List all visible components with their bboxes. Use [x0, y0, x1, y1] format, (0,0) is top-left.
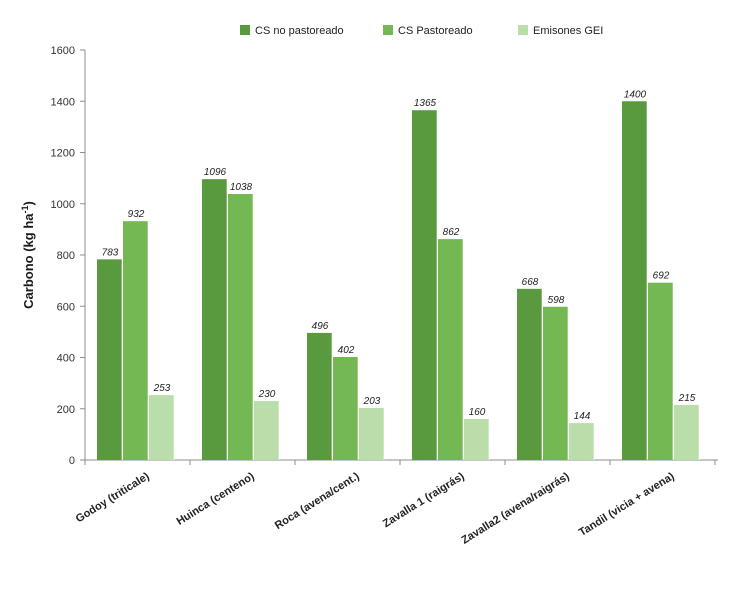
y-tick-label: 1200 — [51, 148, 75, 160]
bar — [517, 288, 542, 460]
data-label: 668 — [522, 277, 539, 288]
bar — [412, 110, 437, 460]
data-label: 402 — [338, 345, 355, 356]
bar — [648, 282, 673, 460]
bar — [359, 407, 384, 460]
data-label: 598 — [548, 295, 565, 306]
data-label: 862 — [443, 227, 460, 238]
data-label: 692 — [653, 271, 670, 282]
bar — [569, 423, 594, 460]
legend-swatch — [240, 25, 250, 35]
data-label: 144 — [574, 411, 591, 422]
data-label: 215 — [678, 393, 696, 404]
bar — [228, 194, 253, 460]
y-tick-label: 800 — [57, 250, 75, 262]
y-tick-label: 200 — [57, 404, 75, 416]
data-label: 230 — [258, 389, 276, 400]
legend-label: CS no pastoreado — [255, 25, 344, 37]
y-tick-label: 0 — [69, 455, 75, 467]
bar — [464, 419, 489, 460]
x-tick-label: Huinca (centeno) — [175, 470, 257, 528]
bar — [307, 332, 332, 460]
x-tick-label: Zavalla2 (avena/raigrás) — [459, 470, 571, 546]
legend-label: CS Pastoreado — [398, 25, 473, 37]
data-label: 932 — [128, 209, 145, 220]
data-label: 1038 — [230, 182, 253, 193]
x-tick-label: Roca (avena/cent.) — [273, 470, 362, 532]
x-tick-label: Zavalla 1 (raigrás) — [381, 470, 467, 530]
data-label: 1096 — [204, 167, 227, 178]
bar — [674, 404, 699, 460]
y-tick-label: 400 — [57, 353, 75, 365]
bar — [149, 395, 174, 460]
data-label: 203 — [363, 396, 381, 407]
bar — [123, 221, 148, 460]
bar — [543, 306, 568, 460]
legend-label: Emisones GEI — [533, 25, 603, 37]
data-label: 1365 — [414, 98, 437, 109]
data-label: 160 — [469, 407, 486, 418]
legend-swatch — [383, 25, 393, 35]
y-axis-label: Carbono (kg ha-1) — [20, 201, 36, 309]
y-tick-label: 1000 — [51, 199, 75, 211]
y-tick-label: 1400 — [51, 96, 75, 108]
legend-swatch — [518, 25, 528, 35]
bar — [254, 401, 279, 460]
data-label: 496 — [312, 321, 329, 332]
y-tick-label: 600 — [57, 301, 75, 313]
bar — [333, 356, 358, 460]
data-label: 783 — [102, 247, 119, 258]
bar — [622, 101, 647, 460]
bar — [202, 179, 227, 460]
bar — [438, 239, 463, 460]
x-tick-label: Godoy (triticale) — [74, 470, 152, 525]
x-tick-label: Tandil (vicia + avena) — [577, 470, 677, 539]
data-label: 1400 — [624, 89, 647, 100]
data-label: 253 — [153, 383, 171, 394]
bar — [97, 259, 122, 460]
y-tick-label: 1600 — [51, 45, 75, 57]
